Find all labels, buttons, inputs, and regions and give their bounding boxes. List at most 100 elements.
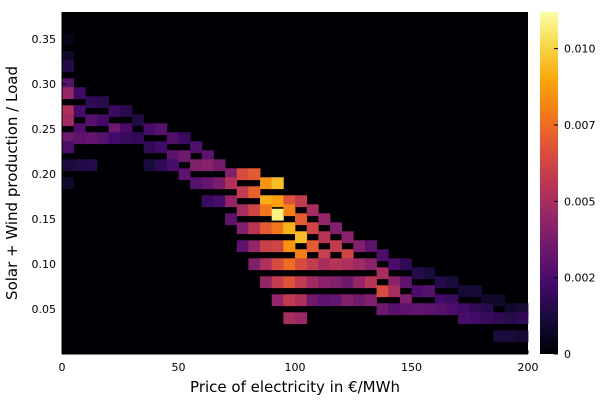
heatmap-cell	[248, 240, 261, 253]
heatmap-cell	[190, 141, 203, 154]
heatmap-cell	[399, 258, 412, 271]
x-tick-label: 100	[285, 361, 306, 374]
y-axis-ticks: 0.05 0.10 0.15 0.20 0.25 0.30 0.35	[32, 33, 66, 316]
heatmap-cell	[62, 177, 75, 190]
heatmap-cell	[155, 159, 168, 172]
heatmap-cell	[329, 240, 342, 253]
heatmap-cell	[85, 159, 98, 172]
heatmap-cell	[73, 159, 86, 172]
heatmap-cell	[201, 177, 214, 190]
heatmap-cell	[108, 105, 121, 118]
heatmap-cell	[131, 132, 144, 145]
heatmap-cell	[248, 186, 261, 199]
heatmap-cell	[62, 132, 75, 145]
heatmap-cell	[166, 159, 179, 172]
heatmap-cell	[341, 294, 354, 307]
heatmap-cell	[376, 267, 389, 280]
heatmap-cell	[166, 150, 179, 163]
x-axis-ticks: 0 50 100 150 200	[59, 350, 539, 374]
heatmap-cell	[236, 186, 249, 199]
heatmap-cell	[260, 222, 273, 235]
heatmap-cell	[306, 258, 319, 271]
heatmap-cell	[434, 276, 447, 289]
heatmap-cell	[341, 231, 354, 244]
heatmap-cell	[225, 168, 238, 181]
heatmap-cell	[388, 285, 401, 298]
heatmap-cell	[516, 303, 529, 316]
heatmap-cell	[271, 222, 284, 235]
heatmap-cell	[353, 294, 366, 307]
heatmap-cell	[411, 267, 424, 280]
heatmap-cell	[446, 303, 459, 316]
heatmap-cell	[504, 303, 517, 316]
heatmap-cell	[295, 276, 308, 289]
heatmap-cell	[271, 276, 284, 289]
heatmap-cell	[213, 195, 226, 208]
heatmap-cell	[434, 303, 447, 316]
x-tick-label: 150	[401, 361, 422, 374]
heatmap-cell	[260, 258, 273, 271]
heatmap-cell	[306, 276, 319, 289]
heatmap-cell	[73, 87, 86, 100]
heatmap-cell	[283, 258, 296, 271]
heatmap-cell	[225, 213, 238, 226]
heatmap-cell	[178, 150, 191, 163]
heatmap-cell	[469, 303, 482, 316]
heatmap-cell	[318, 276, 331, 289]
x-tick-label: 0	[59, 361, 66, 374]
colorbar-tick-label: 0	[564, 348, 571, 361]
heatmap-cell	[96, 132, 109, 145]
x-tick-label: 50	[172, 361, 186, 374]
colorbar	[540, 12, 558, 354]
heatmap-cell	[329, 258, 342, 271]
heatmap-cell	[190, 177, 203, 190]
heatmap-cell	[318, 213, 331, 226]
y-tick-label: 0.10	[32, 258, 57, 271]
heatmap-cell	[516, 312, 529, 325]
heatmap-cell	[504, 312, 517, 325]
heatmap-cell	[388, 276, 401, 289]
heatmap-cell	[271, 294, 284, 307]
heatmap-cell	[283, 240, 296, 253]
heatmap-cell	[283, 312, 296, 325]
heatmap-cell	[213, 159, 226, 172]
heatmap-cell	[376, 303, 389, 316]
heatmap-cell	[260, 276, 273, 289]
heatmap-cell	[388, 303, 401, 316]
heatmap-cell	[481, 294, 494, 307]
colorbar-tick-label: 0.005	[564, 195, 596, 208]
heatmap-cell	[493, 330, 506, 343]
heatmap-cell	[236, 168, 249, 181]
heatmap-cell	[411, 285, 424, 298]
heatmap-cell	[283, 195, 296, 208]
heatmap-cell	[62, 60, 75, 73]
heatmap-cell	[260, 177, 273, 190]
heatmap-cell	[120, 132, 133, 145]
heatmap-cell	[469, 312, 482, 325]
heatmap-cell	[364, 240, 377, 253]
heatmap-cell	[62, 105, 75, 118]
heatmap-cell	[353, 258, 366, 271]
heatmap-cell	[73, 132, 86, 145]
heatmap-cell	[295, 195, 308, 208]
heatmap-cell	[318, 258, 331, 271]
heatmap-cell	[341, 249, 354, 262]
heatmap-cell	[399, 294, 412, 307]
heatmap-cell	[108, 132, 121, 145]
heatmap-cell	[201, 195, 214, 208]
heatmap-cell	[271, 240, 284, 253]
heatmap-cell	[248, 258, 261, 271]
heatmap-cell	[306, 204, 319, 217]
heatmap-cell	[493, 294, 506, 307]
heatmap-cell	[260, 204, 273, 217]
heatmap-cell	[131, 114, 144, 127]
heatmap-cell	[423, 303, 436, 316]
heatmap-cell	[295, 213, 308, 226]
heatmap-cell	[364, 258, 377, 271]
colorbar-ticks: 0 0.002 0.005 0.007 0.010	[554, 43, 596, 361]
heatmap-cell	[458, 312, 471, 325]
heatmap-cell	[236, 240, 249, 253]
heatmap-cell	[62, 33, 75, 46]
heatmap-cell	[295, 231, 308, 244]
